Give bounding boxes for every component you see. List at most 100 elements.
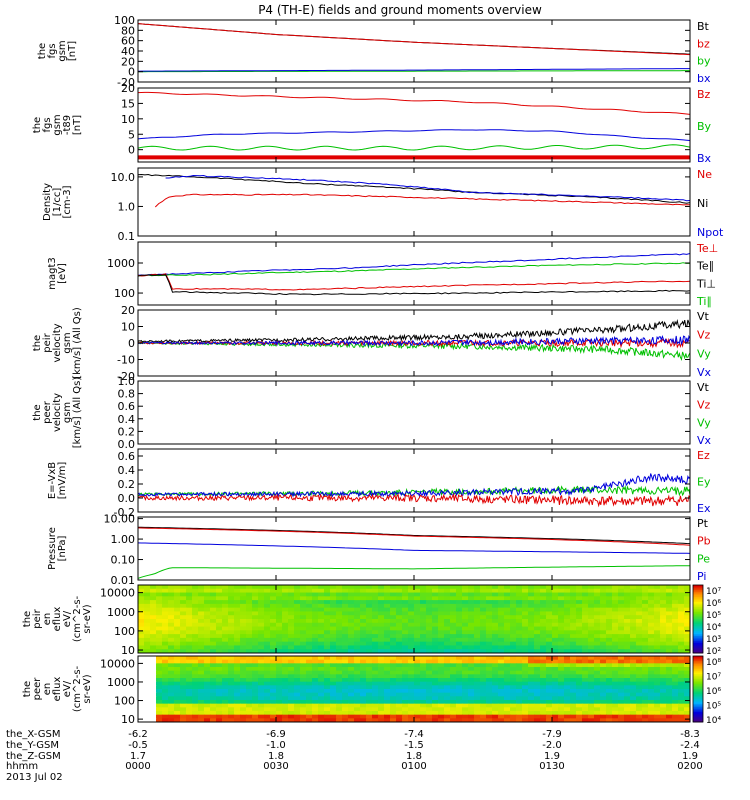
spectrogram-cell <box>432 678 439 683</box>
colorbar-band <box>693 600 703 603</box>
spectrogram-cell <box>282 626 289 631</box>
spectrogram-cell <box>252 681 259 686</box>
spectrogram-cell <box>162 634 169 639</box>
spectrogram-cell <box>660 630 667 635</box>
spectrogram-cell <box>312 600 319 605</box>
xaxis-row-label: 2013 Jul 02 <box>6 772 63 783</box>
spectrogram-cell <box>558 611 565 616</box>
spectrogram <box>138 656 690 722</box>
spectrogram-cell <box>438 622 445 628</box>
series-line-black <box>138 526 690 545</box>
spectrogram-cell <box>210 663 217 668</box>
spectrogram-cell <box>342 678 349 683</box>
spectrogram-cell <box>264 659 271 664</box>
spectrogram-cell <box>192 678 199 683</box>
spectrogram-cell <box>612 600 619 605</box>
spectrogram-cell <box>144 714 151 719</box>
spectrogram-cell <box>492 596 499 601</box>
spectrogram-cell <box>318 718 325 722</box>
spectrogram-cell <box>336 619 343 624</box>
spectrogram-cell <box>600 645 607 650</box>
spectrogram-cell <box>396 718 403 722</box>
spectrogram-cell <box>270 592 277 597</box>
spectrogram-cell <box>522 718 529 722</box>
spectrogram-cell <box>216 692 223 697</box>
spectrogram-cell <box>594 634 601 639</box>
spectrogram-cell <box>240 689 247 694</box>
spectrogram-cell <box>384 641 391 647</box>
colorbar-frame <box>692 584 704 654</box>
spectrogram-cell <box>390 707 397 712</box>
spectrogram-cell <box>558 626 565 631</box>
spectrogram-cell <box>672 649 679 653</box>
spectrogram-cell <box>162 689 169 694</box>
spectrogram-cell <box>336 667 343 672</box>
spectrogram-cell <box>420 711 427 716</box>
spectrogram-cell <box>240 585 247 590</box>
spectrogram-cell <box>234 600 241 605</box>
ytick-label: 20 <box>121 55 135 68</box>
spectrogram-cell <box>462 689 469 694</box>
spectrogram-cell <box>336 649 343 653</box>
spectrogram-cell <box>660 637 667 643</box>
series-line-black <box>138 274 690 296</box>
ytick-label: -20 <box>117 370 135 383</box>
spectrogram-cell <box>330 700 337 705</box>
spectrogram-cell <box>450 600 457 605</box>
spectrogram-cell <box>144 645 151 650</box>
spectrogram-cell <box>372 611 379 616</box>
spectrogram-cell <box>636 626 643 631</box>
spectrogram-cell <box>252 645 259 650</box>
spectrogram-cell <box>450 689 457 694</box>
spectrogram-cell <box>582 600 589 605</box>
spectrogram-cell <box>462 659 469 664</box>
spectrogram-cell <box>564 700 571 705</box>
spectrogram-cell <box>528 641 535 647</box>
spectrogram-cell <box>348 630 355 635</box>
spectrogram-cell <box>216 607 223 613</box>
spectrogram-cell <box>660 596 667 601</box>
spectrogram-cell <box>144 703 151 708</box>
spectrogram-cell <box>450 678 457 683</box>
spectrogram-cell <box>312 663 319 668</box>
spectrogram-cell <box>438 641 445 647</box>
spectrogram-cell <box>306 656 313 661</box>
spectrogram-cell <box>498 707 505 712</box>
legend-label: Vy <box>697 416 711 429</box>
colorbar-frame <box>692 655 704 723</box>
spectrogram-cell <box>360 622 367 628</box>
colorbar-band <box>693 700 703 703</box>
spectrogram-cell <box>174 645 181 650</box>
xaxis-value: 1.9 <box>544 751 560 762</box>
spectrogram-cell <box>192 674 199 679</box>
spectrogram-cell <box>456 649 463 653</box>
spectrogram-cell <box>210 611 217 616</box>
colorbar-band <box>693 708 703 711</box>
colorbar-band <box>693 619 703 622</box>
spectrogram-cell <box>360 615 367 620</box>
spectrogram-cell <box>276 596 283 601</box>
spectrogram-cell <box>474 585 481 590</box>
spectrogram-cell <box>588 663 595 668</box>
spectrogram-cell <box>222 718 229 722</box>
spectrogram-cell <box>246 667 253 672</box>
spectrogram-cell <box>378 622 385 628</box>
spectrogram-cell <box>408 611 415 616</box>
spectrogram-cell <box>678 714 685 719</box>
spectrogram-cell <box>600 670 607 675</box>
spectrogram-cell <box>666 718 673 722</box>
spectrogram-cell <box>366 711 373 716</box>
spectrogram-cell <box>276 692 283 697</box>
spectrogram-cell <box>534 714 541 719</box>
spectrogram-cell <box>636 674 643 679</box>
spectrogram-cell <box>168 667 175 672</box>
spectrogram-cell <box>390 596 397 601</box>
spectrogram-cell <box>528 585 535 590</box>
spectrogram-cell <box>402 603 409 609</box>
spectrogram-cell <box>630 700 637 705</box>
spectrogram-cell <box>330 634 337 639</box>
spectrogram-cell <box>564 641 571 647</box>
spectrogram-cell <box>612 707 619 712</box>
ylabel-line: gsm <box>62 332 73 353</box>
